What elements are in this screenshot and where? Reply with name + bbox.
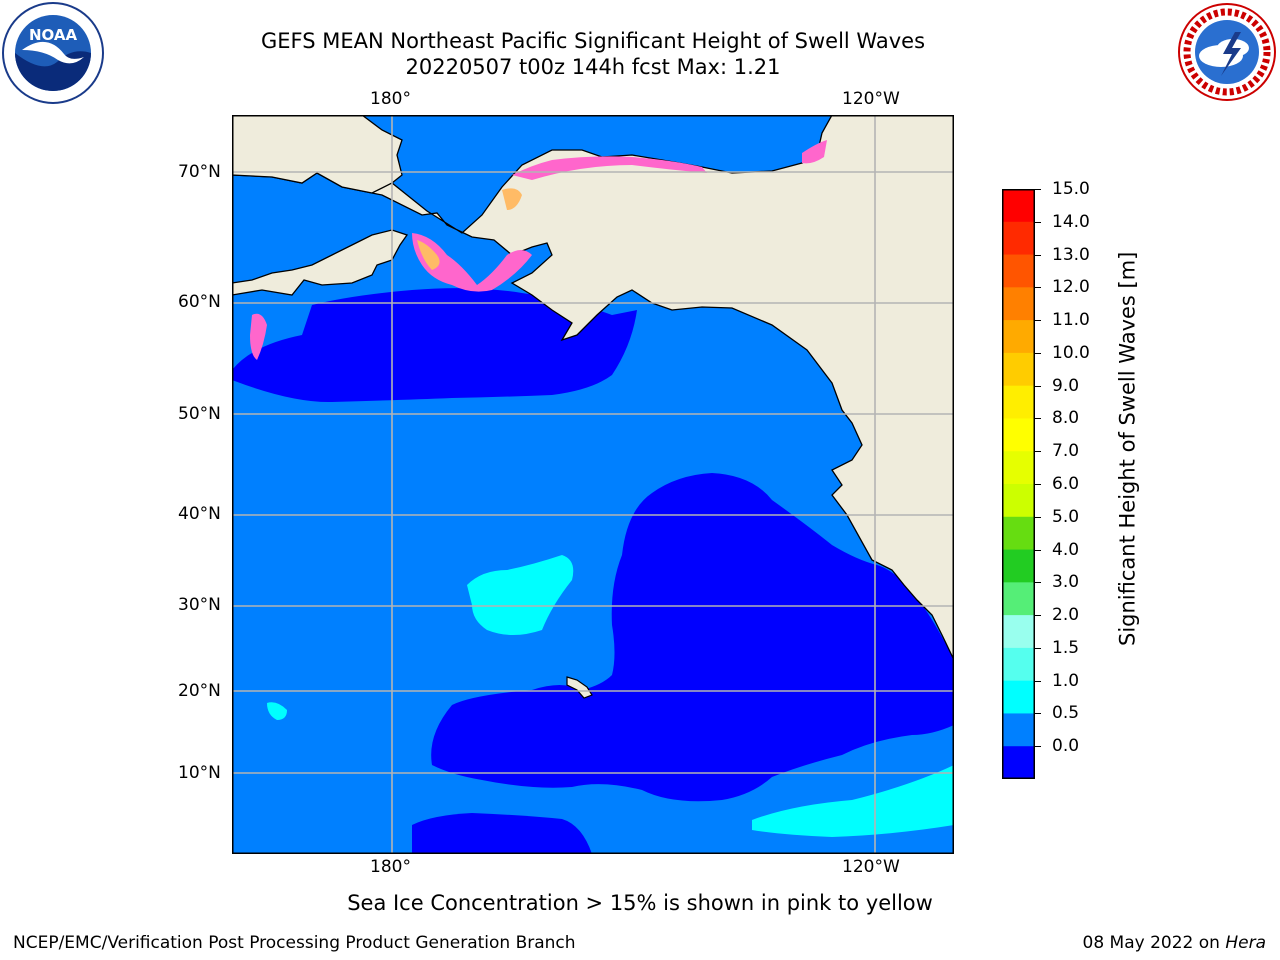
colorbar-swatch — [1002, 254, 1035, 288]
colorbar-tick-mark — [1035, 615, 1041, 617]
colorbar-tick-mark — [1035, 189, 1041, 190]
sea-ice-note: Sea Ice Concentration > 15% is shown in … — [347, 891, 933, 915]
colorbar-tick-mark — [1035, 680, 1041, 682]
lat-label-10n: 10°N — [178, 763, 221, 783]
colorbar-swatch — [1002, 418, 1035, 452]
colorbar-swatch — [1002, 451, 1035, 485]
colorbar-tick-label: 3.0 — [1052, 572, 1080, 593]
footer-date: 08 May 2022 on Hera — [1083, 933, 1267, 953]
colorbar-tick-mark — [1035, 549, 1041, 551]
colorbar-label: Significant Height of Swell Waves [m] — [1115, 251, 1140, 646]
colorbar-tick-mark — [1035, 484, 1041, 485]
chart-title: GEFS MEAN Northeast Pacific Significant … — [260, 29, 926, 53]
colorbar-tick-mark — [1035, 418, 1041, 420]
lat-label-60n: 60°N — [178, 292, 221, 312]
map-frame — [232, 115, 954, 854]
colorbar-swatch — [1002, 484, 1035, 518]
colorbar-tick-mark — [1035, 352, 1041, 354]
colorbar-tick-mark — [1035, 451, 1041, 453]
colorbar-tick-mark — [1035, 746, 1041, 748]
swell-height-map — [232, 115, 954, 854]
colorbar-tick-label: 4.0 — [1052, 539, 1080, 560]
colorbar-swatch — [1002, 549, 1035, 583]
lat-label-20n: 20°N — [178, 681, 221, 701]
colorbar-tick-mark — [1035, 516, 1041, 518]
colorbar-tick-label: 0.0 — [1052, 736, 1080, 757]
sea-ice-bering — [412, 233, 532, 292]
colorbar-swatch — [1002, 189, 1035, 223]
lon-label-bottom-180: 180° — [370, 857, 411, 877]
colorbar-tick-label: 12.0 — [1052, 277, 1090, 298]
lat-label-40n: 40°N — [178, 504, 221, 524]
footer-date-text: 08 May 2022 on — [1082, 933, 1226, 953]
colorbar-tick-label: 9.0 — [1052, 375, 1080, 396]
swell-high-patch-southeast — [752, 765, 954, 837]
colorbar-tick-label: 0.5 — [1052, 703, 1080, 724]
colorbar-swatch — [1002, 287, 1035, 321]
noaa-logo-icon: NOAA — [2, 2, 104, 104]
sea-ice-beaufort — [802, 140, 827, 164]
lat-label-50n: 50°N — [178, 404, 221, 424]
swell-high-patch-central — [467, 555, 574, 635]
lat-label-70n: 70°N — [178, 162, 221, 182]
colorbar-swatch — [1002, 647, 1035, 682]
footer-credit: NCEP/EMC/Verification Post Processing Pr… — [13, 933, 576, 953]
sea-ice-west-coast — [250, 313, 267, 360]
colorbar-swatch — [1002, 582, 1035, 616]
colorbar-tick-mark — [1035, 254, 1041, 256]
colorbar-tick-label: 1.5 — [1052, 637, 1080, 658]
colorbar-tick-label: 7.0 — [1052, 441, 1080, 462]
colorbar-tick-label: 5.0 — [1052, 506, 1080, 527]
swell-high-patch-small — [267, 702, 287, 720]
sea-ice-bering-orange — [417, 240, 440, 270]
colorbar-tick-label: 6.0 — [1052, 474, 1080, 494]
lat-label-30n: 30°N — [178, 595, 221, 615]
footer-host: Hera — [1225, 933, 1266, 953]
land-hawaii — [566, 676, 593, 699]
chart-subtitle: 20220507 t00z 144h fcst Max: 1.21 — [405, 55, 781, 79]
swell-low-region-central — [431, 473, 954, 802]
colorbar-tick-mark — [1035, 320, 1041, 322]
colorbar-tick-label: 8.0 — [1052, 408, 1080, 429]
swell-low-region-south — [412, 813, 592, 854]
colorbar-tick-mark — [1035, 385, 1041, 387]
lon-label-top-120w: 120°W — [842, 89, 900, 109]
colorbar-swatch — [1002, 680, 1035, 714]
colorbar-swatch — [1002, 385, 1035, 419]
lon-label-top-180: 180° — [370, 89, 411, 109]
colorbar-tick-label: 11.0 — [1052, 310, 1090, 331]
colorbar-tick-label: 2.0 — [1052, 605, 1080, 626]
land-russia-west — [232, 229, 409, 296]
colorbar-tick-label: 15.0 — [1052, 179, 1090, 199]
colorbar-tick-mark — [1035, 287, 1041, 289]
colorbar-tick-mark — [1035, 713, 1041, 715]
colorbar-tick-mark — [1035, 647, 1041, 649]
lon-label-bottom-120w: 120°W — [842, 857, 900, 877]
colorbar-swatch — [1002, 516, 1035, 551]
colorbar-swatch — [1002, 746, 1035, 779]
sea-ice-arctic-coast — [512, 156, 707, 180]
colorbar-tick-label: 10.0 — [1052, 342, 1090, 363]
colorbar-swatch — [1002, 615, 1035, 649]
colorbar-swatch — [1002, 320, 1035, 354]
colorbar — [1002, 189, 1035, 779]
sea-ice-chukchi — [502, 188, 522, 210]
colorbar-tick-label: 1.0 — [1052, 670, 1080, 691]
colorbar-swatch — [1002, 352, 1035, 387]
land-chukotka — [232, 115, 403, 194]
nws-logo-icon — [1178, 3, 1276, 101]
colorbar-tick-label: 14.0 — [1052, 211, 1090, 232]
colorbar-tick-label: 13.0 — [1052, 244, 1090, 265]
colorbar-frame — [1002, 189, 1035, 779]
colorbar-swatch — [1002, 221, 1035, 256]
svg-text:NOAA: NOAA — [29, 26, 78, 44]
colorbar-tick-mark — [1035, 582, 1041, 584]
colorbar-swatch — [1002, 713, 1035, 747]
graticule — [232, 115, 954, 854]
swell-low-region-northwest — [232, 288, 637, 403]
colorbar-tick-mark — [1035, 221, 1041, 223]
